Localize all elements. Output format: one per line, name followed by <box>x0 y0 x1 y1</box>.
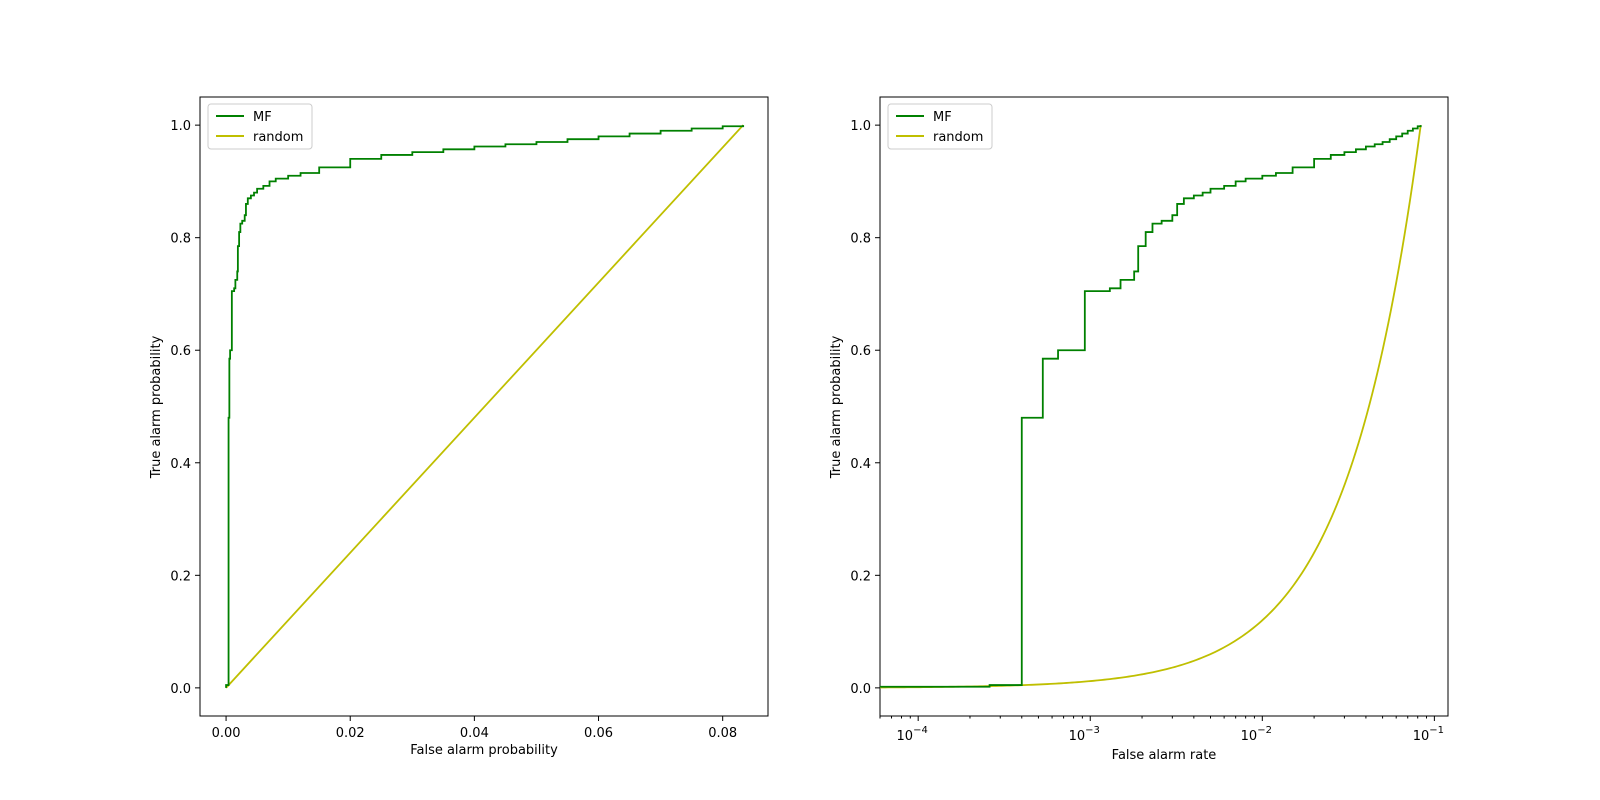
x-tick-exponent: −3 <box>1085 725 1100 736</box>
x-axis-label: False alarm probability <box>410 743 558 758</box>
legend-label-random: random <box>933 130 983 145</box>
y-tick-label: 0.4 <box>850 457 871 472</box>
y-tick-label: 0.8 <box>170 232 191 247</box>
x-tick-label: 10−1 <box>1413 725 1444 744</box>
x-ticks: 10−4 10−3 10−2 10−1 <box>879 716 1444 744</box>
roc-linear-panel: 0.00 0.02 0.04 0.06 0.08 0.00.20.40.60.81.0 … <box>149 96 769 758</box>
y-tick-label: 1.0 <box>170 119 191 134</box>
y-ticks: 0.0 0.2 0.4 0.6 0.8 1.0 <box>850 119 880 697</box>
x-ticks: 0.00 0.02 0.04 0.06 0.08 <box>212 716 737 741</box>
x-tick-label: 0.06 <box>584 726 613 741</box>
x-tick-exponent: −1 <box>1429 725 1444 736</box>
x-tick-label: 10−2 <box>1241 725 1272 744</box>
roc-log-panel: 10−4 10−3 10−2 10−1 0.00.20.40.60.81.0 Fals… <box>829 96 1449 763</box>
x-tick-label: 10−3 <box>1069 725 1100 744</box>
legend: MF random <box>207 103 313 150</box>
plot-frame <box>879 96 1449 717</box>
x-tick-base: 10 <box>1413 729 1430 744</box>
y-tick-label: 0.0 <box>170 682 191 697</box>
x-tick-exponent: −2 <box>1257 725 1272 736</box>
x-tick-label: 0.04 <box>460 726 489 741</box>
y-tick-label: 0.2 <box>850 569 871 584</box>
x-tick-exponent: −4 <box>913 725 928 736</box>
legend-label-random: random <box>253 130 303 145</box>
x-tick-base: 10 <box>1069 729 1086 744</box>
y-tick-label: 0.4 <box>170 457 191 472</box>
series-layer <box>225 124 745 689</box>
y-tick-label: 0.6 <box>850 344 871 359</box>
legend-label-mf: MF <box>253 110 272 125</box>
y-tick-label: 0.0 <box>850 682 871 697</box>
x-tick-label: 0.00 <box>212 726 241 741</box>
series-layer <box>880 125 1422 689</box>
x-tick-label: 0.08 <box>708 726 737 741</box>
x-tick-base: 10 <box>1241 729 1258 744</box>
x-tick-label: 10−4 <box>897 725 928 744</box>
y-ticks: 0.0 0.2 0.4 0.6 0.8 1.0 <box>170 119 200 697</box>
series-line-random <box>225 124 744 689</box>
x-tick-base: 10 <box>897 729 914 744</box>
x-tick-label: 0.02 <box>336 726 365 741</box>
legend: MF random <box>887 103 993 150</box>
legend-label-mf: MF <box>933 110 952 125</box>
y-tick-label: 0.8 <box>850 232 871 247</box>
y-axis-label: True alarm probability <box>149 335 164 479</box>
x-axis-label: False alarm rate <box>1112 748 1217 763</box>
series-line-mf <box>225 125 745 688</box>
series-line-mf <box>880 125 1422 688</box>
y-tick-label: 0.2 <box>170 569 191 584</box>
y-tick-label: 1.0 <box>850 119 871 134</box>
y-axis-label: True alarm probability <box>829 335 844 479</box>
plot-frame <box>199 96 769 717</box>
y-tick-label: 0.6 <box>170 344 191 359</box>
